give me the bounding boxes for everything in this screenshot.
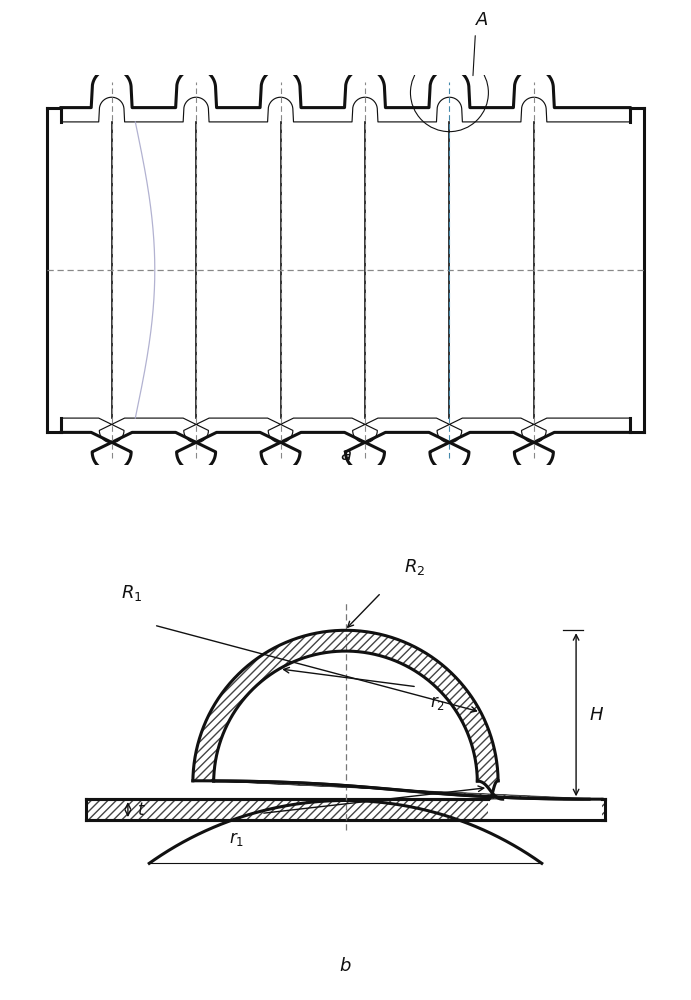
Text: t: t: [138, 801, 144, 819]
Polygon shape: [193, 630, 602, 799]
Text: $r_2$: $r_2$: [430, 694, 445, 712]
Text: b: b: [340, 957, 351, 975]
Text: a: a: [340, 446, 351, 464]
Bar: [602, 799, 605, 820]
Text: $r_1$: $r_1$: [229, 830, 244, 848]
Text: $R_1$: $R_1$: [122, 583, 143, 603]
Text: $R_2$: $R_2$: [404, 557, 425, 577]
Bar: [86, 799, 489, 820]
Text: A: A: [475, 11, 488, 29]
Text: H: H: [589, 706, 603, 724]
